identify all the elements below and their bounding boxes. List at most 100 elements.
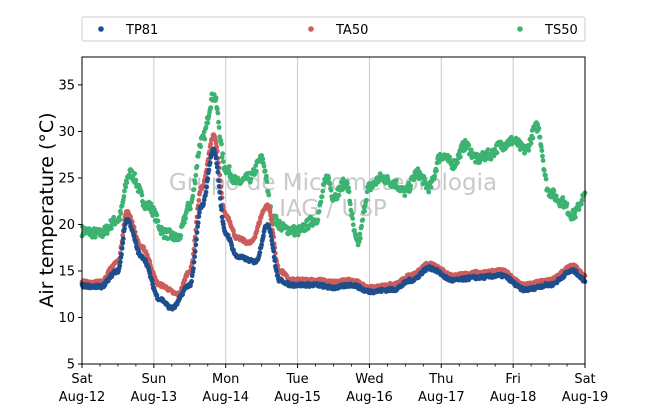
y-axis-title: Air temperature (°C)	[36, 112, 58, 307]
data-point	[216, 184, 222, 189]
data-point	[319, 194, 325, 200]
data-point	[358, 235, 363, 241]
data-point	[206, 167, 212, 173]
x-tick-label-date: Aug-18	[490, 390, 537, 405]
data-point	[195, 220, 201, 226]
plot-area	[79, 91, 588, 312]
data-point	[526, 147, 532, 153]
data-point	[541, 168, 547, 173]
x-tick-label-day: Sun	[141, 372, 166, 387]
data-point	[188, 206, 193, 212]
data-point	[295, 232, 301, 238]
data-point	[360, 217, 366, 223]
data-point	[327, 181, 333, 187]
data-point	[530, 135, 536, 141]
data-point	[155, 218, 161, 224]
data-point	[191, 259, 197, 265]
data-point	[328, 187, 334, 193]
data-point	[192, 249, 198, 254]
data-point	[117, 263, 123, 269]
data-point	[347, 201, 353, 207]
data-point	[302, 222, 308, 228]
data-point	[148, 201, 154, 207]
data-point	[535, 122, 541, 127]
data-point	[268, 217, 274, 222]
legend-label-ts50: TS50	[544, 23, 578, 38]
legend-frame	[81, 16, 586, 42]
data-point	[203, 125, 209, 130]
data-point	[120, 240, 126, 246]
data-point	[213, 155, 219, 161]
data-point	[192, 180, 198, 186]
data-point	[364, 197, 369, 203]
data-point	[266, 203, 272, 209]
data-point	[576, 207, 582, 212]
data-point	[183, 216, 189, 221]
data-point	[259, 242, 264, 248]
data-point	[551, 188, 557, 194]
data-point	[182, 277, 188, 283]
data-point	[268, 233, 274, 239]
x-tick-label-day: Thu	[428, 372, 453, 387]
data-point	[127, 220, 133, 225]
data-point	[201, 197, 207, 203]
y-tick-label: 25	[58, 171, 75, 186]
data-point	[494, 150, 500, 156]
data-point	[262, 168, 268, 174]
data-point	[537, 134, 543, 140]
data-point	[117, 259, 123, 265]
data-point	[214, 161, 220, 166]
data-point	[196, 198, 202, 203]
y-tick-label: 15	[58, 264, 75, 279]
x-tick-label-date: Aug-13	[131, 390, 178, 405]
data-point	[543, 173, 548, 178]
data-point	[205, 176, 211, 182]
x-tick-label-date: Aug-14	[202, 390, 249, 405]
data-point	[264, 179, 270, 184]
data-point	[528, 140, 534, 146]
data-point	[191, 266, 196, 272]
data-point	[344, 180, 350, 186]
data-point	[192, 254, 198, 260]
data-point	[540, 158, 546, 163]
data-point	[394, 178, 399, 183]
data-point	[264, 173, 269, 179]
data-point	[272, 258, 278, 263]
data-point	[218, 203, 224, 209]
data-point	[261, 163, 267, 169]
data-point	[320, 188, 326, 194]
data-point	[207, 160, 213, 166]
data-point	[538, 144, 544, 150]
data-point	[220, 159, 226, 165]
data-point	[447, 154, 453, 160]
data-point	[219, 214, 225, 220]
data-point	[220, 221, 226, 227]
data-point	[231, 228, 236, 234]
data-point	[147, 270, 153, 276]
data-point	[122, 188, 127, 194]
data-point	[261, 233, 266, 239]
data-point	[269, 238, 275, 243]
data-point	[150, 213, 156, 219]
data-point	[204, 184, 210, 190]
x-tick-label-day: Wed	[355, 372, 383, 387]
x-tick-label-date: Aug-19	[562, 390, 609, 405]
data-point	[149, 278, 155, 284]
data-point	[165, 236, 171, 242]
data-point	[218, 138, 224, 143]
data-point	[213, 95, 219, 101]
y-tick-label: 10	[58, 311, 75, 326]
data-point	[154, 292, 160, 298]
y-tick-label: 35	[58, 78, 75, 93]
x-tick-label-date: Aug-15	[274, 390, 321, 405]
y-tick-label: 20	[58, 218, 75, 233]
data-point	[189, 273, 195, 279]
data-point	[268, 212, 273, 218]
data-point	[193, 172, 199, 178]
x-tick-label-day: Sat	[574, 372, 595, 387]
legend: TP81 TA50 TS50	[81, 16, 586, 42]
data-point	[220, 151, 226, 157]
data-point	[119, 252, 124, 257]
data-point	[436, 159, 442, 165]
data-point	[260, 156, 266, 162]
